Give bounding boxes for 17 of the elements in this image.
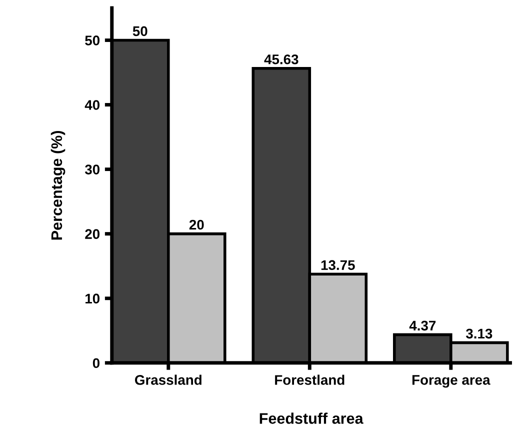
data-label: 45.63 [264, 54, 298, 64]
data-label: 13.75 [321, 260, 355, 270]
y-tick-label: 50 [85, 36, 100, 46]
y-tick-label: 0 [92, 358, 100, 368]
data-label: 50 [132, 26, 148, 36]
y-tick-label: 20 [85, 229, 100, 239]
x-tick-label: Forage area [412, 375, 490, 388]
y-tick-label: 10 [86, 294, 100, 304]
x-tick-label: Forestland [275, 374, 344, 385]
data-label: 4.37 [409, 320, 436, 331]
x-tick-label: Grassland [134, 374, 202, 385]
y-tick-label: 40 [84, 100, 100, 110]
data-label: 20 [189, 220, 204, 230]
y-tick-label: 30 [84, 164, 100, 174]
y-axis-title: Percentage (%) [50, 130, 66, 240]
data-label: 3.13 [466, 328, 492, 339]
x-axis-title: Feedstuff area [260, 412, 364, 424]
